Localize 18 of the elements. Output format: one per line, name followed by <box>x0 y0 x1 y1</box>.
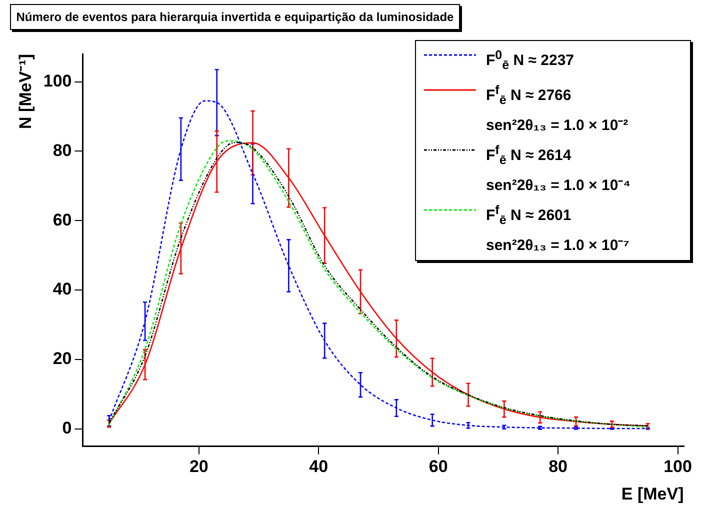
y-axis-title: N [MeV⁻¹] <box>16 54 35 129</box>
legend-label: F$^{f}$$_{ē}$ N ≈ 2766 sen²2θ₁₃ = 1.0 × 10⁻² <box>486 82 628 136</box>
x-tick-label: 100 <box>664 457 692 476</box>
chart-title: Número de eventos para hierarquia invertida e equipartição da luminosidade <box>10 4 460 30</box>
legend-label: F$^{f}$$_{ē}$ N ≈ 2614 sen²2θ₁₃ = 1.0 × 10⁻⁴ <box>486 142 631 196</box>
x-tick-label: 60 <box>428 457 448 476</box>
y-tick-label: 20 <box>52 349 72 368</box>
x-axis-title: E [MeV] <box>621 484 684 504</box>
legend-label: F$^{0}$$_{ē}$ N ≈ 2237 <box>486 47 574 74</box>
y-tick-label: 0 <box>62 418 72 438</box>
x-tick-label: 40 <box>309 457 328 476</box>
legend-label: F$^{f}$$_{ē}$ N ≈ 2601 sen²2θ₁₃ = 1.0 × 10⁻⁷ <box>486 202 630 256</box>
y-tick-label: 80 <box>52 140 72 160</box>
x-tick-label: 20 <box>189 457 208 476</box>
y-tick-label: 100 <box>43 71 72 90</box>
y-tick-label: 40 <box>52 280 72 299</box>
y-tick-label: 60 <box>52 210 72 230</box>
x-tick-label: 80 <box>548 457 568 476</box>
